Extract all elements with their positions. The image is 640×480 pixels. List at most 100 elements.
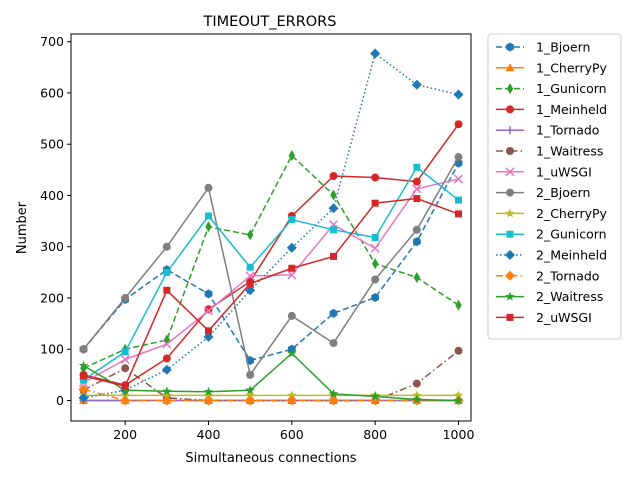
data-point-2-uwsgi xyxy=(205,327,212,335)
data-point-2-gunicorn xyxy=(80,376,87,384)
series-line-2-bjoern xyxy=(82,156,460,377)
series-2-bjoern xyxy=(79,153,463,379)
data-point-2-uwsgi xyxy=(455,210,462,218)
y-axis-ticks: 0 100 200 300 400 500 600 700 xyxy=(40,34,71,408)
data-point-2-waitress xyxy=(120,385,130,395)
data-point-2-gunicorn xyxy=(455,196,462,204)
data-point-1-gunicorn xyxy=(205,221,212,233)
data-point-1-gunicorn xyxy=(288,149,296,161)
legend: 1_Bjoern 1_CherryPy 1_Gunicorn 1_Meinheld 1_… xyxy=(487,33,622,340)
data-point-2-waitress xyxy=(245,385,255,395)
series-line-1-bjoern xyxy=(82,162,460,362)
data-point-2-meinheld xyxy=(411,79,422,90)
data-point-2-tornado xyxy=(286,395,297,406)
series-line-1-waitress xyxy=(83,350,459,402)
legend-marker xyxy=(506,230,514,238)
legend-marker xyxy=(505,270,515,281)
legend-marker xyxy=(506,126,514,135)
data-point-2-tornado xyxy=(245,395,256,406)
legend-label: 1_Waitress xyxy=(536,144,603,159)
legend-item-1-gunicorn: 1_Gunicorn xyxy=(496,81,607,96)
data-point-1-meinheld xyxy=(162,354,171,363)
data-point-2-uwsgi xyxy=(121,382,129,390)
y-tick-label: 300 xyxy=(40,239,64,254)
data-point-1-waitress xyxy=(412,379,421,388)
data-point-2-cherrypy xyxy=(287,390,297,400)
data-point-2-bjoern xyxy=(246,370,255,379)
series-line-2-tornado xyxy=(83,388,459,402)
plot-frame xyxy=(70,33,472,422)
data-point-2-tornado xyxy=(78,384,89,395)
legend-label: 1_Gunicorn xyxy=(536,81,607,96)
data-point-1-uwsgi xyxy=(453,174,464,184)
data-point-1-uwsgi xyxy=(287,270,297,280)
legend-label: 1_CherryPy xyxy=(536,60,608,75)
data-point-2-gunicorn xyxy=(330,226,337,234)
data-point-2-gunicorn xyxy=(205,212,212,220)
data-point-2-cherrypy xyxy=(162,390,172,400)
legend-item-1-bjoern: 1_Bjoern xyxy=(496,40,590,55)
legend-marker xyxy=(505,167,515,177)
data-point-2-tornado xyxy=(370,395,381,406)
data-point-2-gunicorn xyxy=(288,216,296,224)
y-tick-label: 700 xyxy=(40,34,64,49)
data-point-1-bjoern xyxy=(329,308,338,318)
data-point-2-tornado xyxy=(161,395,172,406)
x-tick-label: 200 xyxy=(113,427,137,442)
data-point-1-bjoern xyxy=(412,237,421,247)
data-point-2-meinheld xyxy=(286,242,297,253)
data-point-1-meinheld xyxy=(329,171,338,180)
data-point-2-waitress xyxy=(287,348,297,358)
legend-marker xyxy=(505,208,515,218)
data-point-1-gunicorn xyxy=(371,258,379,270)
data-point-1-uwsgi xyxy=(162,339,172,349)
data-point-1-gunicorn xyxy=(413,271,421,283)
data-point-2-meinheld xyxy=(78,392,89,403)
legend-marker xyxy=(505,250,515,260)
data-point-1-uwsgi xyxy=(203,306,214,316)
legend-marker xyxy=(506,42,514,52)
legend-marker xyxy=(506,147,514,155)
series-2-uwsgi xyxy=(80,195,462,390)
data-point-2-uwsgi xyxy=(246,280,254,288)
data-point-1-uwsgi xyxy=(245,271,255,281)
legend-label: 2_Meinheld xyxy=(536,248,607,263)
chart-title: TIMEOUT_ERRORS xyxy=(203,14,337,30)
legend-label: 2_uWSGI xyxy=(536,310,592,325)
legend-box xyxy=(487,33,622,340)
legend-item-1-cherrypy: 1_CherryPy xyxy=(496,60,608,75)
legend-item-2-tornado: 2_Tornado xyxy=(496,268,599,283)
data-point-2-waitress xyxy=(78,360,89,370)
legend-marker xyxy=(505,291,515,301)
legend-marker xyxy=(506,313,514,321)
data-point-1-meinheld xyxy=(454,120,463,129)
series-line-2-waitress xyxy=(83,352,459,402)
plot-series-group xyxy=(78,48,464,406)
data-point-2-uwsgi xyxy=(80,372,87,380)
series-line-1-gunicorn xyxy=(83,154,459,369)
legend-label: 2_Tornado xyxy=(536,268,599,283)
data-point-2-meinheld xyxy=(328,203,339,214)
data-point-2-waitress xyxy=(412,394,422,404)
data-point-1-bjoern xyxy=(371,292,380,302)
data-point-1-gunicorn xyxy=(455,299,462,311)
series-line-2-uwsgi xyxy=(83,197,459,388)
legend-item-2-meinheld: 2_Meinheld xyxy=(496,248,607,263)
x-tick-label: 600 xyxy=(280,427,304,442)
data-point-2-bjoern xyxy=(121,293,130,302)
legend-item-1-tornado: 1_Tornado xyxy=(496,123,599,138)
data-point-1-bjoern xyxy=(204,289,213,299)
data-point-1-meinheld xyxy=(371,173,380,182)
data-point-2-uwsgi xyxy=(371,199,379,207)
x-tick-label: 400 xyxy=(197,427,221,442)
y-tick-label: 400 xyxy=(40,188,64,203)
legend-label: 2_Bjoern xyxy=(536,185,590,200)
legend-label: 2_Waitress xyxy=(536,289,603,304)
legend-label: 2_Gunicorn xyxy=(536,227,607,242)
data-point-2-bjoern xyxy=(454,153,463,162)
data-point-2-bjoern xyxy=(371,275,380,284)
legend-item-2-uwsgi: 2_uWSGI xyxy=(496,310,592,325)
y-tick-label: 500 xyxy=(40,137,64,152)
x-axis-ticks: 200 400 600 800 1000 xyxy=(113,421,474,442)
